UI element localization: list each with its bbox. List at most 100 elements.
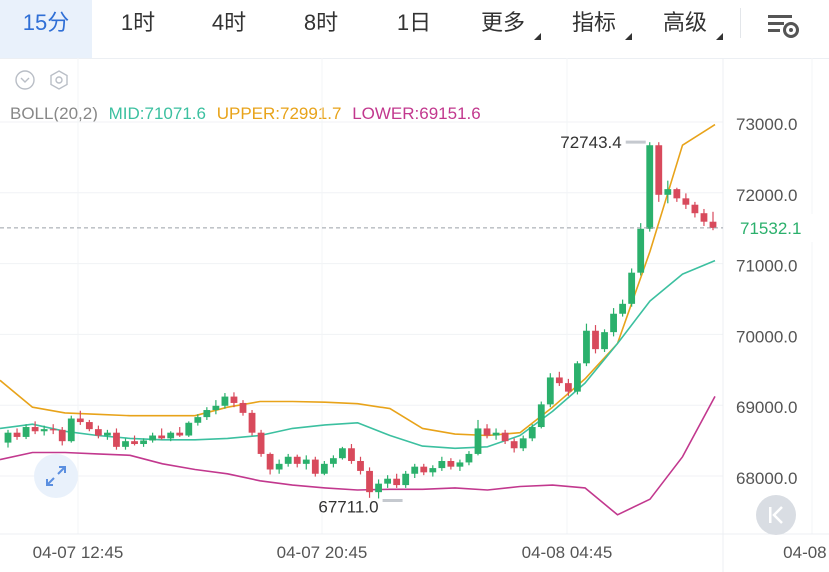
tab-4h[interactable]: 4时	[187, 0, 271, 58]
candle-up	[537, 404, 545, 428]
candle-down	[239, 402, 247, 413]
boll-bands	[0, 123, 716, 516]
y-tick-label: 73000.0	[736, 115, 797, 134]
candle-up	[375, 483, 382, 493]
candle-up	[528, 427, 536, 439]
candle-down	[131, 441, 138, 445]
x-tick-label: 04-07 12:45	[33, 543, 124, 562]
high-label: 72743.4	[560, 133, 621, 152]
low-label: 67711.0	[318, 497, 378, 516]
tab-label: 1日	[396, 10, 432, 35]
candle-down	[311, 459, 319, 474]
candle-down	[709, 221, 717, 228]
candle-down	[682, 198, 690, 205]
candle-down	[393, 478, 401, 486]
tab-label: 15分	[22, 10, 70, 35]
candle-down	[266, 453, 274, 470]
tab-1h[interactable]: 1时	[96, 0, 180, 58]
candlestick-chart[interactable]: 71532.1 72743.4 67711.0 73000.0 72000.0 7100…	[0, 58, 829, 572]
candle-down	[700, 213, 708, 222]
y-tick-label: 72000.0	[736, 186, 797, 205]
candle-down	[176, 432, 184, 436]
candle-up	[149, 435, 157, 441]
indicator-settings-icon[interactable]	[50, 70, 68, 90]
candle-up	[601, 332, 608, 350]
boll-mid: MID:71071.6	[108, 104, 206, 123]
collapse-chevron-icon[interactable]	[15, 70, 35, 90]
candle-down	[248, 412, 256, 433]
tab-label: 1时	[120, 10, 156, 35]
candle-up	[438, 461, 446, 469]
candle-down	[655, 145, 663, 195]
candle-down	[58, 429, 66, 442]
candle-down	[483, 428, 491, 436]
tab-label: 4时	[211, 10, 247, 35]
x-tick-label: 04-08 04:45	[522, 543, 613, 562]
candle-up	[221, 396, 229, 406]
candle-down	[293, 456, 301, 464]
boll-name: BOLL(20,2)	[10, 104, 98, 123]
candle-down	[447, 461, 455, 467]
candle-up	[104, 432, 111, 436]
tab-indicators[interactable]: 指标	[554, 0, 634, 58]
jump-latest-icon	[769, 506, 783, 524]
chart-settings-icon[interactable]	[764, 8, 804, 42]
tab-label: 8时	[303, 10, 339, 35]
candle-up	[140, 440, 147, 445]
boll-mid-line	[0, 259, 716, 450]
chart-annotations: 71532.1 72743.4 67711.0	[0, 133, 829, 516]
x-tick-label: 04-07 20:45	[277, 543, 368, 562]
candle-down	[31, 427, 39, 432]
candle-up	[212, 405, 220, 411]
last-price-box	[724, 213, 829, 242]
tab-advanced[interactable]: 高级	[645, 0, 725, 58]
candle-up	[284, 456, 292, 464]
candle-down	[501, 432, 509, 442]
grid	[0, 58, 813, 534]
y-tick-label: 69000.0	[736, 398, 797, 417]
tab-label: 更多	[480, 10, 525, 35]
x-tick-label: 04-08 1	[783, 543, 829, 562]
tab-8h[interactable]: 8时	[279, 0, 363, 58]
candle-down	[113, 432, 120, 447]
candle-down	[348, 448, 355, 462]
tab-divider	[740, 8, 741, 38]
candle-down	[673, 189, 681, 199]
candle-up	[320, 463, 328, 474]
candle-up	[411, 466, 419, 474]
fullscreen-button[interactable]	[34, 454, 78, 498]
tab-more[interactable]: 更多	[463, 0, 543, 58]
last-price-label: 71532.1	[740, 219, 801, 238]
boll-lower: LOWER:69151.6	[352, 104, 481, 123]
y-tick-label: 68000.0	[736, 469, 797, 488]
candle-down	[564, 383, 572, 392]
candle-down	[366, 470, 373, 493]
candle-up	[185, 422, 193, 436]
candle-up	[664, 189, 672, 195]
candle-up	[637, 228, 645, 273]
candle-down	[257, 432, 265, 454]
candle-up	[384, 478, 392, 484]
candle-up	[492, 432, 500, 436]
candle-down	[420, 466, 428, 473]
tab-1d[interactable]: 1日	[372, 0, 456, 58]
boll-upper: UPPER:72991.7	[216, 104, 342, 123]
candle-up	[302, 459, 310, 464]
candle-up	[456, 462, 464, 467]
price-axis: 73000.0 72000.0 71000.0 70000.0 69000.0 68000…	[736, 115, 797, 488]
candle-down	[13, 432, 21, 437]
jump-to-latest-button[interactable]	[756, 495, 796, 535]
candle-up	[429, 468, 437, 473]
candle-down	[76, 418, 84, 423]
candle-up	[610, 313, 617, 333]
candle-up	[465, 453, 473, 463]
candle-down	[691, 204, 699, 214]
candle-up	[628, 272, 636, 304]
candle-up	[275, 463, 283, 470]
y-tick-label: 70000.0	[736, 327, 797, 346]
candle-up	[546, 377, 554, 405]
dropdown-caret-icon	[716, 33, 723, 40]
candle-up	[646, 145, 654, 229]
tab-label: 指标	[571, 10, 616, 35]
tab-15min[interactable]: 15分	[0, 0, 92, 58]
